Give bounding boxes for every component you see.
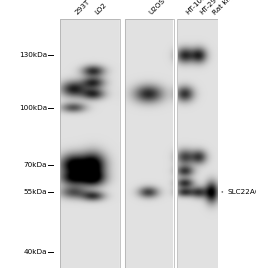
Text: 130kDa: 130kDa — [19, 52, 47, 58]
Bar — [60, 19, 120, 268]
Text: HT-29: HT-29 — [199, 0, 218, 16]
Text: LO2: LO2 — [93, 1, 107, 16]
Text: Rat kidney: Rat kidney — [211, 0, 243, 16]
Text: 55kDa: 55kDa — [24, 189, 47, 195]
Text: SLC22A6: SLC22A6 — [227, 189, 256, 195]
Bar — [125, 19, 174, 268]
Text: U2OS: U2OS — [148, 0, 167, 16]
Text: HT-1080: HT-1080 — [185, 0, 210, 16]
Text: 70kDa: 70kDa — [24, 162, 47, 168]
Text: 40kDa: 40kDa — [24, 249, 47, 254]
Text: 100kDa: 100kDa — [19, 105, 47, 110]
Text: 293T: 293T — [73, 0, 91, 16]
Bar — [177, 19, 218, 268]
